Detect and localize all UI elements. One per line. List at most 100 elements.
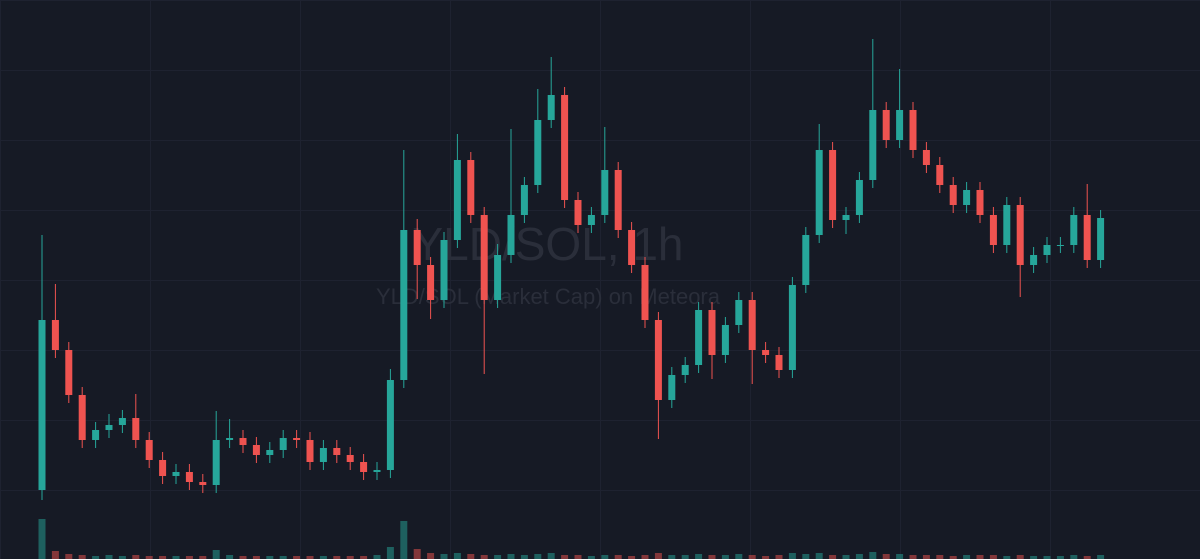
candle-body: [775, 355, 783, 370]
volume-bar: [949, 556, 957, 559]
candle-body: [654, 320, 662, 400]
volume-bar: [855, 554, 863, 559]
volume-bar: [333, 556, 341, 559]
watermark-title: YLD/SOL, 1h: [412, 218, 683, 270]
candle-body: [1070, 215, 1078, 245]
volume-bar: [681, 555, 689, 559]
candle-body: [788, 285, 796, 370]
candle-body: [293, 438, 301, 440]
volume-bar: [963, 555, 971, 559]
volume-bar: [440, 554, 448, 559]
candle-body: [78, 395, 86, 440]
volume-bar: [159, 556, 167, 559]
candle-body: [628, 230, 636, 265]
candle-body: [708, 310, 716, 355]
candle-body: [695, 310, 703, 365]
candle-body: [400, 230, 408, 380]
volume-bar: [226, 555, 234, 559]
volume-bar: [467, 554, 475, 559]
volume-bar: [306, 556, 314, 559]
candle-body: [92, 430, 100, 440]
volume-bar: [547, 553, 555, 559]
candle-body: [922, 150, 930, 165]
volume-bar: [534, 554, 542, 559]
candle-body: [252, 445, 260, 455]
candle-body: [963, 190, 971, 205]
candle-body: [185, 472, 193, 482]
volume-bar: [695, 554, 703, 559]
volume-bar: [346, 556, 354, 559]
volume-bar: [266, 556, 274, 559]
volume-bar: [587, 556, 595, 559]
volume-bar: [172, 556, 180, 559]
candle-body: [534, 120, 542, 185]
candle-body: [360, 462, 368, 472]
volume-bar: [574, 555, 582, 559]
candle-body: [882, 110, 890, 140]
volume-bar: [721, 555, 729, 559]
candle-body: [38, 320, 46, 490]
candle-body: [226, 438, 234, 440]
volume-bar: [427, 553, 435, 559]
volume-bar: [1070, 555, 1078, 559]
volume-bar: [293, 556, 301, 559]
candle-body: [1097, 218, 1105, 260]
candle-body: [427, 265, 435, 300]
candle-body: [936, 165, 944, 185]
volume-bar: [279, 556, 287, 559]
candle-body: [721, 325, 729, 355]
volume-bar: [762, 556, 770, 559]
candle-body: [467, 160, 475, 215]
candle-body: [507, 215, 515, 255]
volume-bar: [105, 555, 113, 559]
candle-body: [1030, 255, 1038, 265]
volume-bar: [936, 555, 944, 559]
volume-bar: [145, 556, 153, 559]
volume-bar: [199, 556, 207, 559]
volume-bar: [561, 555, 569, 559]
candle-body: [480, 215, 488, 300]
candle-body: [145, 440, 153, 460]
volume-bar: [252, 556, 260, 559]
candle-body: [668, 375, 676, 400]
volume-bar: [239, 556, 247, 559]
volume-bar: [65, 554, 73, 559]
candle-body: [172, 472, 180, 476]
volume-bar: [601, 555, 609, 559]
candle-body: [319, 448, 327, 462]
candle-body: [494, 255, 502, 300]
volume-bar: [38, 519, 46, 559]
candle-body: [855, 180, 863, 215]
volume-bar: [453, 553, 461, 559]
candle-body: [212, 440, 220, 485]
volume-bar: [386, 547, 394, 559]
volume-bar: [882, 554, 890, 559]
volume-bar: [78, 555, 86, 559]
candle-body: [413, 230, 421, 265]
volume-bar: [815, 553, 823, 559]
volume-bar: [735, 554, 743, 559]
candle-body: [266, 450, 274, 455]
volume-bar: [869, 552, 877, 559]
candle-body: [440, 240, 448, 300]
candle-body: [762, 350, 770, 355]
candle-body: [949, 185, 957, 205]
volume-bar: [748, 555, 756, 559]
volume-bar: [1016, 555, 1024, 559]
volume-bar: [788, 553, 796, 559]
candle-body: [1043, 245, 1051, 255]
volume-bar: [896, 554, 904, 559]
volume-bar: [92, 556, 100, 559]
candle-body: [333, 448, 341, 455]
candle-body: [574, 200, 582, 225]
candle-body: [520, 185, 528, 215]
candle-body: [453, 160, 461, 240]
candle-body: [989, 215, 997, 245]
volume-bar: [641, 555, 649, 559]
candle-body: [869, 110, 877, 180]
volume-bar: [909, 555, 917, 559]
volume-bar: [185, 556, 193, 559]
volume-bar: [118, 556, 126, 559]
candle-body: [199, 482, 207, 485]
volume-bar: [842, 555, 850, 559]
